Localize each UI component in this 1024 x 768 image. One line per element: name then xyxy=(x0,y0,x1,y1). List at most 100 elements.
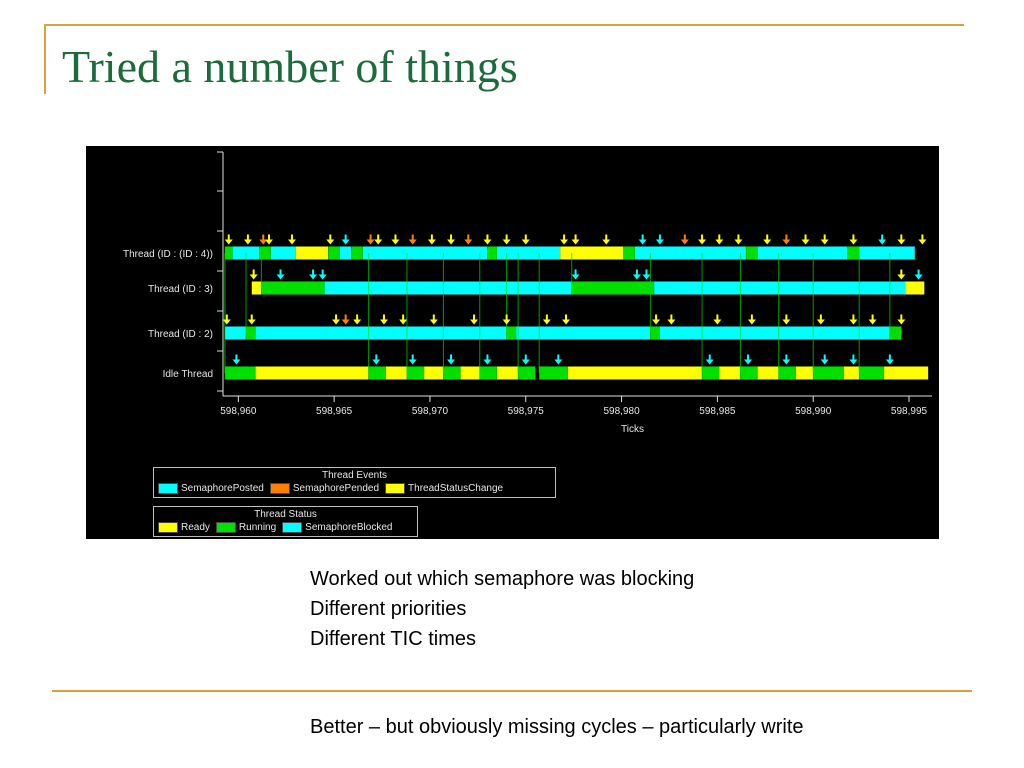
event-arrow-head xyxy=(353,319,362,325)
status-segment xyxy=(517,366,536,380)
status-segment xyxy=(538,366,569,380)
event-arrow-head xyxy=(470,319,479,325)
event-arrow-head xyxy=(222,319,231,325)
event-arrow-head xyxy=(652,319,661,325)
bullet-item: Different TIC times xyxy=(310,628,476,650)
event-arrow-head xyxy=(680,239,689,245)
status-segment xyxy=(757,366,779,380)
x-tick-label: 598,965 xyxy=(316,406,353,417)
legend-item-semaphore-posted: SemaphorePosted xyxy=(158,483,264,494)
footer-note: Better – but obviously missing cycles – … xyxy=(310,716,804,738)
bullet-list: Worked out which semaphore was blocking … xyxy=(310,564,694,654)
status-segment xyxy=(328,246,341,260)
x-tick-label: 598,990 xyxy=(795,406,832,417)
x-tick-label: 598,985 xyxy=(699,406,736,417)
status-segment xyxy=(650,326,661,340)
event-arrow-head xyxy=(341,319,350,325)
status-segment xyxy=(368,366,387,380)
legend-item-semaphore-blocked: SemaphoreBlocked xyxy=(282,522,392,533)
legend-item-running: Running xyxy=(215,522,276,533)
legend-swatch xyxy=(158,522,178,533)
status-segment xyxy=(847,246,860,260)
legend-swatch xyxy=(282,522,303,533)
status-segment xyxy=(406,366,425,380)
event-arrow-head xyxy=(521,359,530,365)
status-segment xyxy=(224,246,233,260)
event-arrow-head xyxy=(427,239,436,245)
event-arrow-head xyxy=(562,319,571,325)
legend-swatch xyxy=(269,483,290,494)
x-axis-label: Ticks xyxy=(621,424,644,435)
status-segment xyxy=(745,246,758,260)
legend-item-ready: Ready xyxy=(158,522,210,533)
event-arrow-head xyxy=(464,239,473,245)
event-arrow-head xyxy=(763,239,772,245)
event-arrow-head xyxy=(820,239,829,245)
event-arrow-head xyxy=(602,239,611,245)
legend-item-thread-status-change: ThreadStatusChange xyxy=(385,483,503,494)
slide-bottom-rule xyxy=(52,690,972,692)
status-segment xyxy=(324,281,572,295)
event-arrow-head xyxy=(309,274,318,280)
event-arrow-head xyxy=(849,239,858,245)
event-arrow-head xyxy=(318,274,327,280)
status-segment xyxy=(654,281,906,295)
status-segment xyxy=(719,366,741,380)
event-arrow-head xyxy=(734,239,743,245)
status-segment xyxy=(843,366,860,380)
status-segment xyxy=(261,281,325,295)
event-arrow-head xyxy=(391,239,400,245)
status-segment xyxy=(905,281,925,295)
row-label: Idle Thread xyxy=(163,369,213,380)
event-arrow-head xyxy=(914,274,923,280)
event-arrow-head xyxy=(868,319,877,325)
status-segment xyxy=(778,366,797,380)
event-arrow-head xyxy=(571,239,580,245)
row-label: Thread (ID : 2) xyxy=(148,329,213,340)
event-arrow-head xyxy=(332,319,341,325)
event-arrow-head xyxy=(642,274,651,280)
status-segment xyxy=(424,366,444,380)
event-arrow-head xyxy=(782,239,791,245)
bullet-item: Different priorities xyxy=(310,598,467,620)
event-arrow-head xyxy=(849,359,858,365)
event-arrow-head xyxy=(374,239,383,245)
status-segment xyxy=(460,366,480,380)
timeline-chart-svg: Thread (ID : (ID : 4)) Thread (ID : 3) Thr… xyxy=(123,151,932,435)
status-segment xyxy=(623,246,636,260)
status-segment xyxy=(659,326,890,340)
event-arrow-head xyxy=(885,359,894,365)
status-segment xyxy=(259,246,272,260)
status-segment xyxy=(795,366,814,380)
event-arrow-head xyxy=(429,319,438,325)
event-arrow-head xyxy=(571,274,580,280)
event-arrow-head xyxy=(502,319,511,325)
event-arrow-head xyxy=(247,319,256,325)
status-segment xyxy=(812,366,845,380)
legend-status-title: Thread Status xyxy=(254,509,317,520)
event-arrow-head xyxy=(243,239,252,245)
legend-events-title: Thread Events xyxy=(321,470,388,481)
status-segment xyxy=(487,246,498,260)
event-arrow-head xyxy=(878,239,887,245)
legend-swatch xyxy=(385,483,406,494)
event-arrow-head xyxy=(698,239,707,245)
row-label: Thread (ID : 3) xyxy=(148,284,213,295)
event-arrow-head xyxy=(667,319,676,325)
event-arrow-head xyxy=(820,359,829,365)
status-segment xyxy=(224,326,246,340)
event-arrow-head xyxy=(502,239,511,245)
status-segment xyxy=(351,246,364,260)
legend-item-semaphore-pended: SemaphorePended xyxy=(269,483,379,494)
event-arrow-head xyxy=(918,239,927,245)
status-segment xyxy=(251,281,262,295)
slide-left-rule xyxy=(44,24,46,94)
event-arrow-head xyxy=(715,239,724,245)
legend-thread-status: Thread Status Ready Running SemaphoreBlo… xyxy=(153,506,418,537)
event-arrow-head xyxy=(483,239,492,245)
event-arrow-head xyxy=(447,359,456,365)
status-segment xyxy=(506,326,517,340)
event-arrow-head xyxy=(801,239,810,245)
event-arrow-head xyxy=(782,359,791,365)
status-segment xyxy=(560,246,624,260)
